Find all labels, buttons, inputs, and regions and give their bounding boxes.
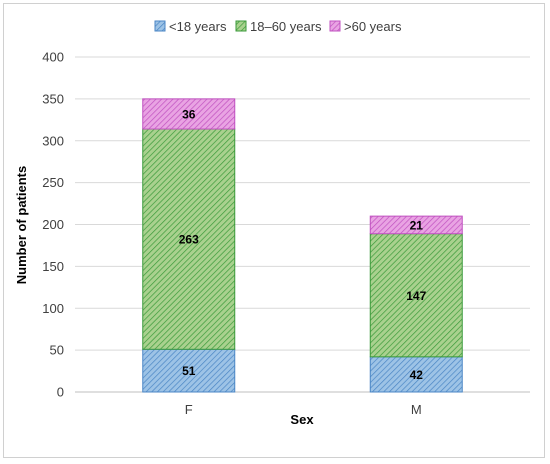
x-tick-label: M [411,402,422,417]
y-tick-label: 50 [50,343,64,358]
data-label: 42 [410,368,424,382]
y-axis-ticks: 0 50 100 150 200 250 300 350 400 [42,50,64,400]
y-tick-label: 200 [42,217,64,232]
bar-segment [142,128,236,350]
y-tick-label: 350 [42,91,64,106]
y-tick-label: 100 [42,301,64,316]
bar-segment [142,348,236,393]
legend-swatch [235,20,247,32]
y-tick-label: 0 [57,385,64,400]
bar-segment [369,215,463,235]
y-axis-title: Number of patients [14,166,29,284]
x-axis-title: Sex [290,412,314,427]
bars: 51 263 36 42 147 21 [142,98,463,393]
data-label: 147 [406,289,426,303]
data-label: 51 [182,364,196,378]
legend-swatch [329,20,341,32]
legend: <18 years 18–60 years >60 years [154,19,402,34]
x-tick-label: F [185,402,193,417]
legend-swatch [154,20,166,32]
bar-segment [369,233,463,358]
bar-segment [142,98,236,130]
legend-label: >60 years [344,19,402,34]
y-tick-label: 250 [42,175,64,190]
y-tick-label: 400 [42,50,64,65]
y-tick-label: 150 [42,259,64,274]
legend-label: <18 years [169,19,227,34]
data-label: 263 [179,233,199,247]
y-tick-label: 300 [42,133,64,148]
legend-label: 18–60 years [250,19,322,34]
data-label: 21 [410,218,424,232]
data-label: 36 [182,107,196,121]
